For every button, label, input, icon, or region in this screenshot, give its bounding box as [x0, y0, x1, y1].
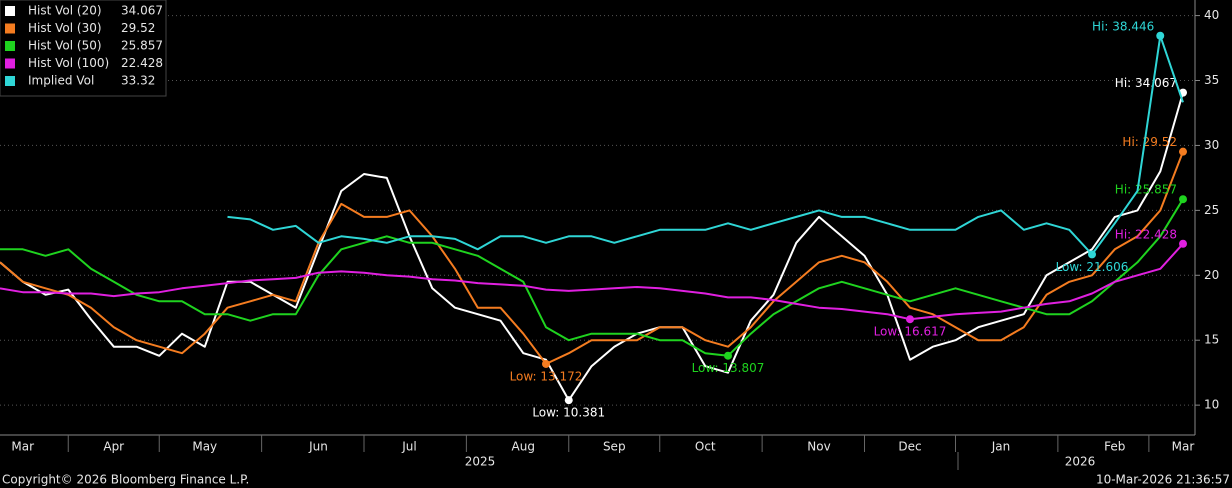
legend-swatch: [5, 76, 15, 86]
legend-label: Hist Vol (50): [28, 39, 102, 53]
legend-label: Hist Vol (20): [28, 4, 102, 18]
series-line: [0, 243, 1184, 321]
low-marker: [724, 351, 732, 360]
x-tick-label: Jan: [991, 440, 1011, 454]
y-tick-label: 15: [1204, 333, 1219, 347]
x-tick-label: Nov: [807, 440, 830, 454]
low-marker: [1088, 250, 1096, 259]
legend-value: 33.32: [121, 74, 155, 88]
x-group-label: 2025: [465, 455, 496, 469]
x-tick-label: May: [192, 440, 217, 454]
legend-box: [0, 0, 167, 97]
low-marker: [542, 359, 550, 368]
low-marker: [906, 315, 914, 324]
hi-label: Hi: 22.428: [1115, 227, 1177, 241]
y-tick-label: 20: [1204, 268, 1219, 282]
legend: Hist Vol (20) 34.067 Hist Vol (30) 29.52 His…: [0, 0, 167, 97]
legend-swatch: [5, 23, 15, 34]
low-label: Low: 21.606: [1056, 260, 1129, 274]
x-tick-label: Sep: [603, 440, 626, 454]
x-tick-label: Feb: [1104, 440, 1125, 454]
x-tick-label: Dec: [898, 440, 921, 454]
x-tick-label: Jul: [401, 440, 416, 454]
y-tick-label: 10: [1204, 398, 1219, 412]
low-label: Low: 16.617: [874, 325, 947, 339]
x-tick-label: Jun: [308, 440, 328, 454]
x-tick-label: Mar: [1172, 440, 1195, 454]
low-marker: [564, 396, 573, 405]
legend-label: Hist Vol (30): [28, 21, 102, 35]
low-label: Low: 13.172: [510, 369, 583, 383]
x-tick-label: Aug: [512, 440, 535, 454]
timestamp: 10-Mar-2026 21:36:57: [1096, 473, 1230, 487]
hi-label: Hi: 29.52: [1122, 135, 1177, 149]
series-line: [0, 151, 1184, 365]
series-line: [227, 34, 1184, 256]
y-tick-label: 40: [1204, 8, 1219, 22]
legend-value: 34.067: [121, 4, 163, 18]
legend-value: 22.428: [121, 56, 163, 70]
hi-label: Hi: 25.857: [1115, 183, 1177, 197]
hi-marker: [1179, 147, 1187, 156]
x-tick-label: Mar: [11, 440, 34, 454]
y-tick-label: 30: [1204, 138, 1219, 152]
series-line: [0, 92, 1184, 402]
x-group-label: 2026: [1065, 455, 1096, 469]
low-label: Low: 13.807: [692, 361, 765, 375]
hi-marker: [1179, 195, 1187, 204]
x-tick-label: Oct: [695, 440, 716, 454]
legend-swatch: [5, 41, 15, 51]
hi-label: Hi: 34.067: [1115, 76, 1177, 90]
x-tick-label: Apr: [103, 440, 124, 454]
hi-label: Hi: 38.446: [1092, 19, 1154, 33]
series-line: [0, 198, 1184, 357]
copyright: Copyright© 2026 Bloomberg Finance L.P.: [2, 473, 249, 487]
legend-swatch: [5, 6, 15, 16]
y-tick-label: 25: [1204, 203, 1219, 217]
legend-value: 29.52: [121, 21, 155, 35]
legend-label: Implied Vol: [28, 74, 94, 88]
hi-marker: [1179, 239, 1187, 248]
legend-label: Hist Vol (100): [28, 56, 109, 70]
legend-value: 25.857: [121, 39, 163, 53]
legend-swatch: [5, 58, 15, 69]
y-tick-label: 35: [1204, 73, 1219, 87]
hi-marker: [1156, 31, 1165, 40]
low-label: Low: 10.381: [532, 406, 605, 420]
